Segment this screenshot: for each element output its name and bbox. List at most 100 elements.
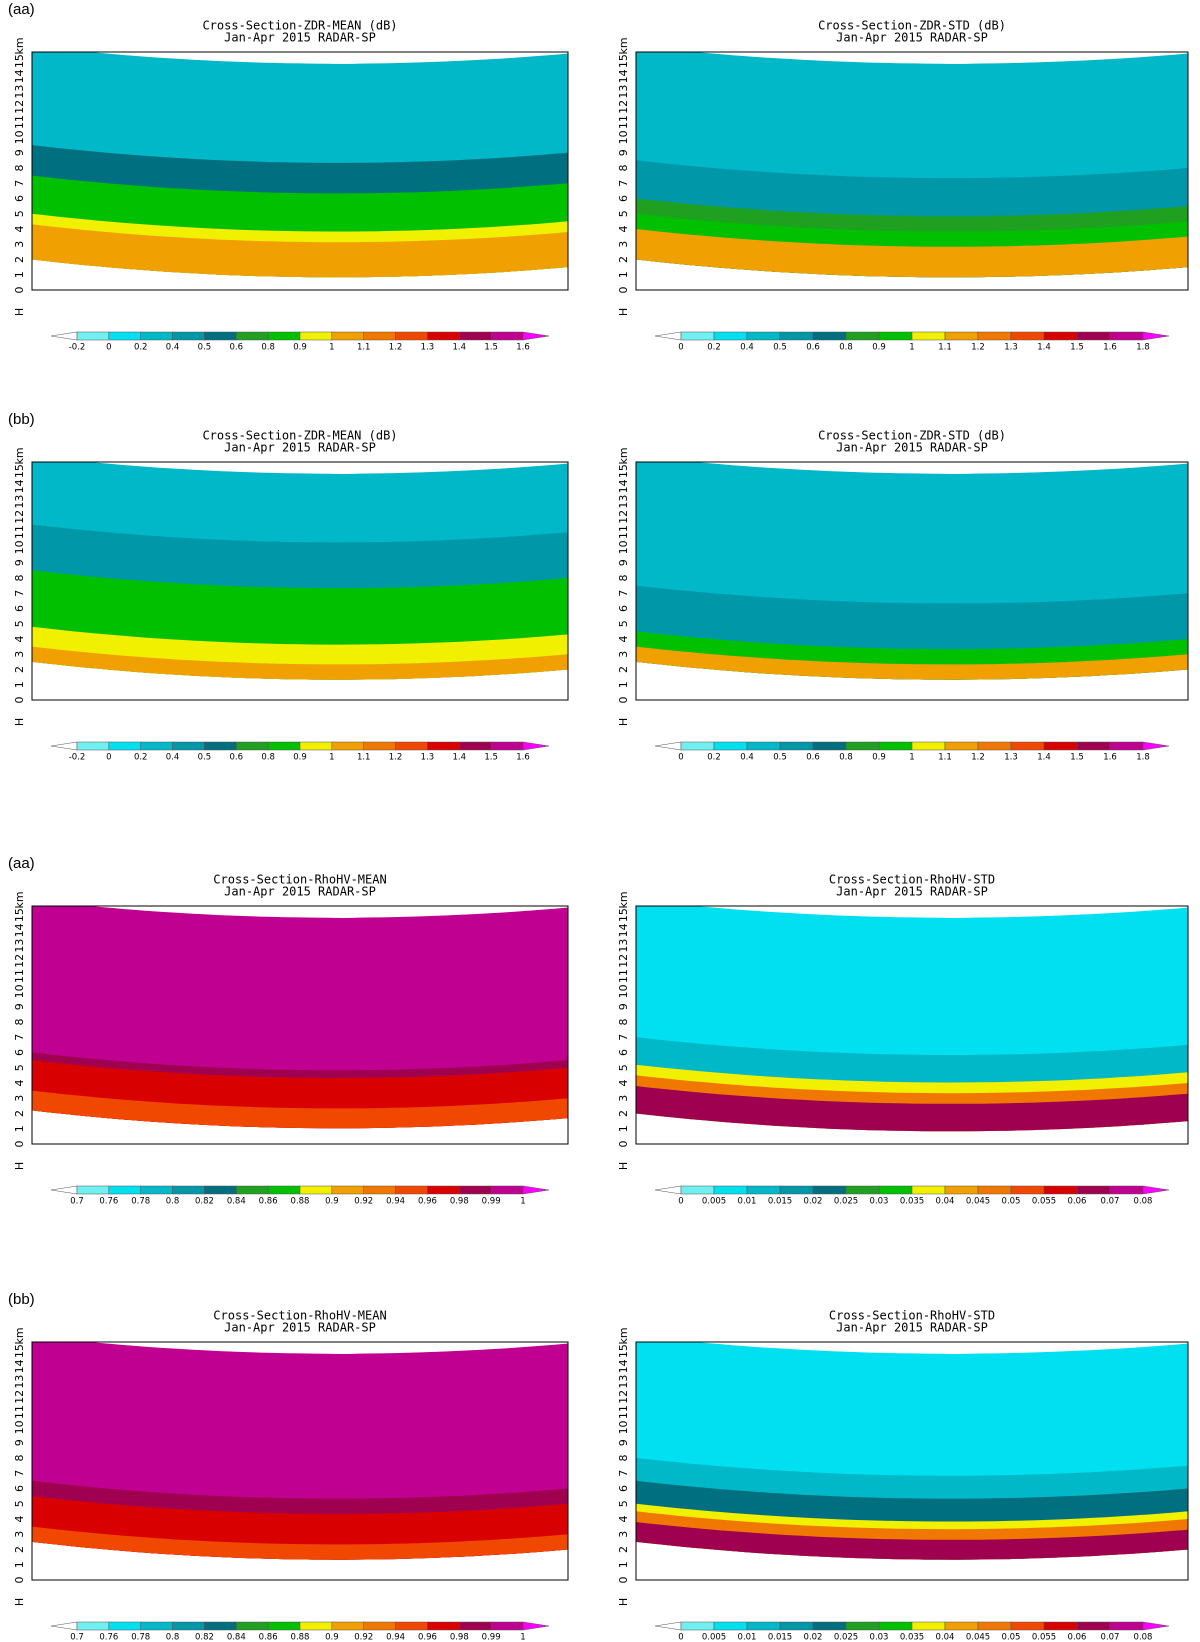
y-tick-label: 0 bbox=[13, 1141, 26, 1148]
y-tick-label: 5 bbox=[13, 210, 26, 217]
y-tick-label: 12 bbox=[617, 510, 630, 524]
y-tick-label: 6 bbox=[617, 195, 630, 202]
y-tick-label: 7 bbox=[13, 1034, 26, 1041]
plot-frame bbox=[31, 905, 569, 1145]
colorbar-label: 0.99 bbox=[482, 1197, 501, 1207]
colorbar-label: 1.8 bbox=[1136, 343, 1150, 353]
colorbar-box bbox=[812, 331, 847, 341]
chart-title: Cross-Section-ZDR-MEAN (dB) bbox=[202, 429, 397, 443]
colorbar-label: 0.08 bbox=[1134, 1197, 1153, 1207]
field-layer bbox=[636, 1086, 1188, 1132]
colorbar-box bbox=[108, 331, 141, 341]
y-tick-label: 14 bbox=[617, 69, 630, 83]
colorbar-box bbox=[845, 741, 880, 751]
plot-frame bbox=[31, 51, 569, 291]
colorbar-box bbox=[172, 331, 205, 341]
colorbar-box bbox=[713, 331, 748, 341]
blank-cap bbox=[274, 52, 412, 64]
y-axis-label: km bbox=[13, 37, 26, 54]
colorbar-box bbox=[746, 1185, 781, 1195]
colorbar-label: 0.2 bbox=[707, 753, 721, 763]
colorbar-box bbox=[172, 1185, 205, 1195]
chart-subtitle: Jan-Apr 2015 RADAR-SP bbox=[224, 1321, 376, 1335]
field-layer bbox=[32, 646, 568, 680]
colorbar-label: 1 bbox=[329, 753, 334, 763]
y-tick-label: 1 bbox=[13, 271, 26, 278]
colorbar-label: 0.9 bbox=[293, 753, 307, 763]
colorbar-label: 0.015 bbox=[768, 1197, 792, 1207]
y-tick-label: 13 bbox=[13, 939, 26, 953]
colorbar-box bbox=[363, 1621, 396, 1631]
colorbar-box bbox=[1010, 741, 1045, 751]
chart-title: Cross-Section-RhoHV-MEAN bbox=[213, 1309, 386, 1323]
colorbar-box bbox=[1010, 1185, 1045, 1195]
colorbar-over bbox=[1142, 1185, 1170, 1195]
colorbar-label: 0.005 bbox=[702, 1633, 726, 1642]
y-tick-label: 0 bbox=[617, 287, 630, 294]
colorbar-label: 0 bbox=[678, 753, 683, 763]
colorbar-box bbox=[395, 1185, 428, 1195]
y-tick-label: 5 bbox=[617, 1500, 630, 1507]
y-tick-label: 4 bbox=[617, 1515, 630, 1522]
colorbar-box bbox=[878, 1621, 913, 1631]
colorbar-label: 1.6 bbox=[1103, 753, 1117, 763]
y-tick-label: 11 bbox=[617, 969, 630, 983]
colorbar-box bbox=[331, 1621, 364, 1631]
y-tick-label: 9 bbox=[617, 149, 630, 156]
y-tick-label: 4 bbox=[617, 225, 630, 232]
x-axis-label: H bbox=[13, 1598, 26, 1606]
colorbar-label: 0.5 bbox=[773, 343, 787, 353]
colorbar-label: 0.07 bbox=[1101, 1197, 1120, 1207]
y-tick-label: 11 bbox=[13, 1405, 26, 1419]
colorbar-label: 0.07 bbox=[1101, 1633, 1120, 1642]
y-tick-label: 0 bbox=[617, 1577, 630, 1584]
colorbar-label: 1 bbox=[520, 1197, 525, 1207]
colorbar-box bbox=[204, 1621, 237, 1631]
y-tick-label: 8 bbox=[617, 574, 630, 581]
colorbar-label: 1.6 bbox=[1103, 343, 1117, 353]
y-tick-label: 15 bbox=[13, 54, 26, 68]
y-tick-label: 0 bbox=[617, 1141, 630, 1148]
colorbar-box bbox=[944, 1185, 979, 1195]
colorbar-box bbox=[1043, 331, 1078, 341]
colorbar-label: 0.8 bbox=[166, 1633, 180, 1642]
y-tick-label: 4 bbox=[617, 635, 630, 642]
colorbar-label: 0.06 bbox=[1068, 1197, 1087, 1207]
colorbar-label: 0 bbox=[678, 1633, 683, 1642]
colorbar-box bbox=[395, 1621, 428, 1631]
colorbar-over bbox=[1142, 1621, 1170, 1631]
colorbar-box bbox=[746, 1621, 781, 1631]
colorbar-box bbox=[812, 1621, 847, 1631]
colorbar-under bbox=[654, 1621, 682, 1631]
colorbar-box bbox=[459, 1621, 492, 1631]
chart-subtitle: Jan-Apr 2015 RADAR-SP bbox=[836, 1321, 988, 1335]
y-tick-label: 2 bbox=[617, 1546, 630, 1553]
colorbar-box bbox=[1109, 1621, 1144, 1631]
colorbar-box bbox=[363, 741, 396, 751]
y-tick-label: 7 bbox=[617, 180, 630, 187]
colorbar-label: 0.98 bbox=[450, 1633, 469, 1642]
plot-frame bbox=[635, 1341, 1189, 1581]
colorbar-box bbox=[395, 741, 428, 751]
y-axis-label: km bbox=[13, 891, 26, 908]
colorbar-box bbox=[779, 1621, 814, 1631]
y-tick-label: 7 bbox=[13, 590, 26, 597]
colorbar-box bbox=[395, 331, 428, 341]
colorbar-label: 0.5 bbox=[773, 753, 787, 763]
colorbar-box bbox=[299, 1621, 333, 1631]
colorbar-box bbox=[1043, 1621, 1078, 1631]
colorbar-label: 1.5 bbox=[484, 343, 498, 353]
y-tick-label: 8 bbox=[13, 574, 26, 581]
y-tick-label: 4 bbox=[13, 635, 26, 642]
colorbar-box bbox=[76, 741, 110, 751]
colorbar-label: 0.035 bbox=[900, 1633, 924, 1642]
y-tick-label: 13 bbox=[617, 85, 630, 99]
colorbar-label: 0.82 bbox=[195, 1633, 214, 1642]
colorbar-label: 0.82 bbox=[195, 1197, 214, 1207]
colorbar-under bbox=[654, 1185, 682, 1195]
plot-frame bbox=[31, 461, 569, 701]
colorbar-box bbox=[746, 741, 781, 751]
y-tick-label: 14 bbox=[13, 479, 26, 493]
colorbar-box bbox=[977, 1185, 1012, 1195]
y-axis-label: km bbox=[617, 1327, 630, 1344]
